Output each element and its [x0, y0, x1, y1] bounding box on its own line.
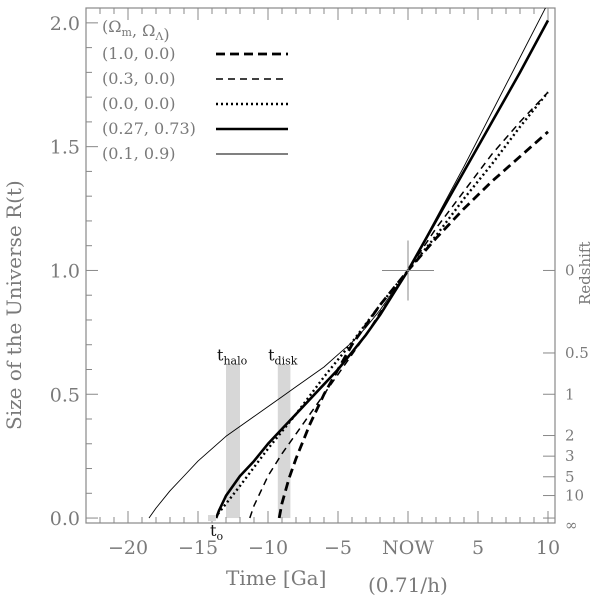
band-label: tdisk	[268, 346, 298, 368]
t0-label-sub: o	[216, 530, 223, 543]
right-axis-title: Redshift	[576, 241, 594, 305]
y-axis-title: Size of the Universe R(t)	[2, 180, 26, 430]
x-tick-label: −20	[108, 537, 148, 559]
band-label-main: t	[268, 346, 275, 365]
series-line-3	[214, 19, 550, 519]
x-tick-label: −5	[324, 537, 352, 559]
legend-label: (1.0, 0.0)	[102, 44, 176, 63]
x-tick-label: −15	[178, 537, 218, 559]
redshift-tick-label: 3	[565, 447, 575, 465]
series-layer	[148, 8, 550, 519]
y-tick-label: 1.5	[50, 137, 80, 159]
x-tick-labels: −20 −15 −10 −5 NOW 5 10	[108, 537, 560, 559]
y-tick-label: 0.5	[50, 384, 80, 406]
t0-label-main: t	[210, 521, 217, 540]
redshift-tick-label: 1	[565, 385, 575, 403]
band-label: thalo	[217, 346, 248, 368]
legend-header-part: )	[163, 25, 169, 44]
legend-header-sub: m	[122, 26, 133, 39]
legend-header-sub: Λ	[154, 30, 164, 43]
plot-area	[85, 7, 556, 524]
legend-header-part: ,	[132, 21, 142, 40]
redshift-tick-label: 0.5	[565, 344, 589, 362]
x-tick-label: 5	[472, 537, 484, 559]
x-tick-label: 10	[536, 537, 560, 559]
y-tick-labels: 0.0 0.5 1.0 1.5 2.0	[50, 13, 80, 530]
redshift-tick-label: 10	[565, 487, 584, 505]
band-label-main: t	[217, 346, 224, 365]
x-tick-label: NOW	[382, 537, 434, 559]
t0-marker	[208, 515, 216, 522]
redshift-tick-label: 5	[565, 468, 575, 486]
redshift-tick-label: 2	[565, 427, 575, 445]
legend-label: (0.0, 0.0)	[102, 94, 176, 113]
legend-header-part: Ω	[142, 21, 155, 40]
y-tick-label: 1.0	[50, 260, 80, 282]
redshift-tick-label: ∞	[565, 516, 578, 534]
legend-label: (0.1, 0.9)	[102, 144, 176, 163]
legend-header-part: Ω	[108, 17, 121, 36]
now-marker	[382, 240, 434, 301]
t0-label: to	[210, 521, 223, 543]
band-disk	[277, 364, 291, 519]
band-label-sub: halo	[223, 355, 247, 368]
legend-header: (Ωm, ΩΛ)	[102, 17, 170, 44]
legend-header-part: (	[102, 17, 108, 36]
y-tick-label: 0.0	[50, 508, 80, 530]
x-axis-title: Time [Ga]	[226, 566, 326, 590]
tick-marks	[86, 8, 555, 523]
redshift-tick-label: 0	[565, 261, 575, 279]
y-tick-label: 2.0	[50, 13, 80, 35]
series-line-4	[148, 8, 546, 519]
legend: (Ωm, ΩΛ)(1.0, 0.0)(0.3, 0.0)(0.0, 0.0)(0…	[102, 17, 288, 163]
x-axis-title-sub: (0.71/h)	[368, 573, 448, 597]
redshift-tick-labels: 0 0.5 1 2 3 510 ∞	[565, 261, 589, 534]
legend-label: (0.3, 0.0)	[102, 69, 176, 88]
legend-label: (0.27, 0.73)	[102, 119, 196, 138]
band-label-sub: disk	[275, 355, 298, 368]
x-tick-label: −10	[248, 537, 288, 559]
